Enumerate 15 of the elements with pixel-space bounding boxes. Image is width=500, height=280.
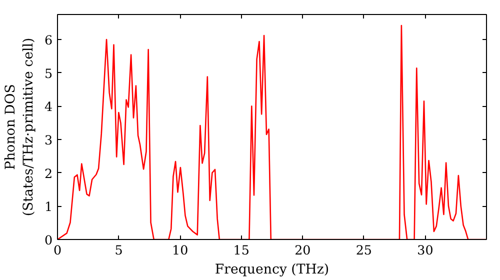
x-tick-label: 15	[233, 242, 250, 258]
y-tick-label: 0	[44, 232, 53, 248]
x-tick-label: 20	[294, 242, 311, 258]
y-tick-label: 6	[44, 32, 53, 48]
y-tick-label: 3	[44, 132, 53, 148]
y-tick-label: 5	[44, 66, 53, 81]
x-tick-label: 10	[172, 242, 188, 258]
x-tick-label: 25	[356, 242, 372, 258]
y-tick-label: 4	[44, 99, 53, 114]
y-tick-label: 2	[44, 166, 53, 181]
x-axis-title: Frequency (THz)	[214, 262, 330, 278]
x-tick-label: 5	[114, 242, 123, 258]
x-tick-label: 30	[417, 242, 434, 258]
y-tick-label: 1	[44, 199, 53, 214]
y-axis-title: Phonon DOS (States/THz·primitive cell)	[3, 38, 36, 216]
